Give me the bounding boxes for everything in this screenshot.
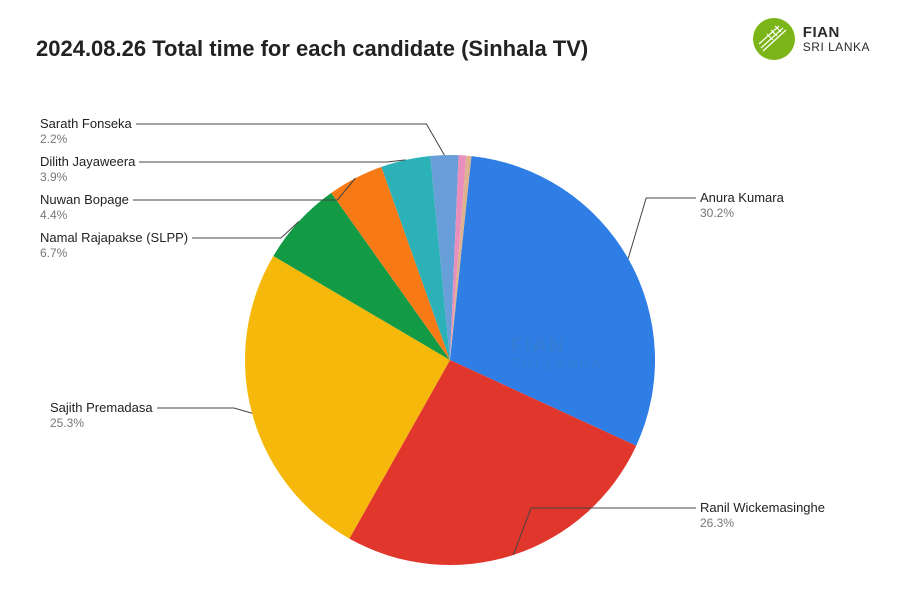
leader-line — [136, 124, 444, 155]
slice-label-pct: 4.4% — [40, 208, 129, 223]
slice-label: Sajith Premadasa25.3% — [50, 400, 153, 431]
leader-line — [133, 178, 355, 200]
leader-line — [157, 408, 252, 413]
slice-label: Namal Rajapakse (SLPP)6.7% — [40, 230, 188, 261]
slice-label-name: Nuwan Bopage — [40, 192, 129, 208]
slice-label-name: Sarath Fonseka — [40, 116, 132, 132]
brand-logo: FIAN SRI LANKA — [753, 18, 870, 60]
slice-label: Nuwan Bopage4.4% — [40, 192, 129, 223]
slice-label-name: Dilith Jayaweera — [40, 154, 135, 170]
slice-label-pct: 26.3% — [700, 516, 825, 531]
chart-title: 2024.08.26 Total time for each candidate… — [36, 36, 588, 62]
leader-line — [192, 221, 299, 238]
slice-label: Sarath Fonseka2.2% — [40, 116, 132, 147]
pie-chart: FIAN SRI LANKA Anura Kumara30.2%Ranil Wi… — [0, 70, 900, 590]
slice-label-name: Namal Rajapakse (SLPP) — [40, 230, 188, 246]
slice-label-name: Sajith Premadasa — [50, 400, 153, 416]
slice-label: Anura Kumara30.2% — [700, 190, 784, 221]
slice-label: Ranil Wickemasinghe26.3% — [700, 500, 825, 531]
slice-label-pct: 6.7% — [40, 246, 188, 261]
slice-label-pct: 30.2% — [700, 206, 784, 221]
slice-label-name: Ranil Wickemasinghe — [700, 500, 825, 516]
leader-line — [139, 160, 405, 162]
slice-label-pct: 25.3% — [50, 416, 153, 431]
slice-label-name: Anura Kumara — [700, 190, 784, 206]
slice-label-pct: 3.9% — [40, 170, 135, 185]
leader-line — [628, 198, 696, 259]
slice-label: Dilith Jayaweera3.9% — [40, 154, 135, 185]
logo-mark — [753, 18, 795, 60]
logo-text-line1: FIAN — [803, 25, 870, 41]
logo-text-line2: SRI LANKA — [803, 41, 870, 54]
slice-label-pct: 2.2% — [40, 132, 132, 147]
